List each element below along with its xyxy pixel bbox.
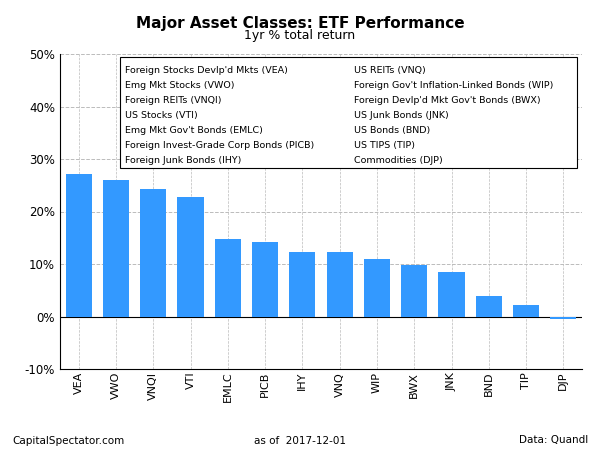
Bar [401, 265, 427, 316]
Text: Foreign Stocks Devlp'd Mkts (VEA): Foreign Stocks Devlp'd Mkts (VEA) [125, 66, 288, 75]
Text: as of  2017-12-01: as of 2017-12-01 [254, 436, 346, 446]
Bar [326, 252, 353, 316]
Text: 1yr % total return: 1yr % total return [244, 29, 356, 42]
Bar [513, 305, 539, 316]
Text: US TIPS (TIP): US TIPS (TIP) [353, 141, 415, 150]
Text: US Junk Bonds (JNK): US Junk Bonds (JNK) [353, 111, 448, 120]
Bar [550, 316, 577, 319]
Text: Data: Quandl: Data: Quandl [519, 436, 588, 446]
Text: Foreign REITs (VNQI): Foreign REITs (VNQI) [125, 96, 222, 105]
Bar [65, 174, 92, 316]
Bar [289, 252, 316, 316]
Bar [215, 239, 241, 316]
Text: US Bonds (BND): US Bonds (BND) [353, 126, 430, 135]
Bar [140, 189, 166, 316]
Text: US Stocks (VTI): US Stocks (VTI) [125, 111, 198, 120]
Text: Emg Mkt Gov't Bonds (EMLC): Emg Mkt Gov't Bonds (EMLC) [125, 126, 263, 135]
FancyBboxPatch shape [120, 57, 577, 168]
Text: Foreign Invest-Grade Corp Bonds (PICB): Foreign Invest-Grade Corp Bonds (PICB) [125, 141, 314, 150]
Bar [252, 242, 278, 316]
Bar [476, 296, 502, 316]
Text: US REITs (VNQ): US REITs (VNQ) [353, 66, 425, 75]
Bar [103, 180, 129, 316]
Bar [364, 259, 390, 316]
Text: Commodities (DJP): Commodities (DJP) [353, 157, 442, 166]
Text: Foreign Gov't Inflation-Linked Bonds (WIP): Foreign Gov't Inflation-Linked Bonds (WI… [353, 81, 553, 90]
Bar [178, 197, 203, 316]
Text: Major Asset Classes: ETF Performance: Major Asset Classes: ETF Performance [136, 16, 464, 31]
Text: CapitalSpectator.com: CapitalSpectator.com [12, 436, 124, 446]
Bar [439, 272, 464, 316]
Text: Emg Mkt Stocks (VWO): Emg Mkt Stocks (VWO) [125, 81, 235, 90]
Text: Foreign Junk Bonds (IHY): Foreign Junk Bonds (IHY) [125, 157, 242, 166]
Text: Foreign Devlp'd Mkt Gov't Bonds (BWX): Foreign Devlp'd Mkt Gov't Bonds (BWX) [353, 96, 540, 105]
